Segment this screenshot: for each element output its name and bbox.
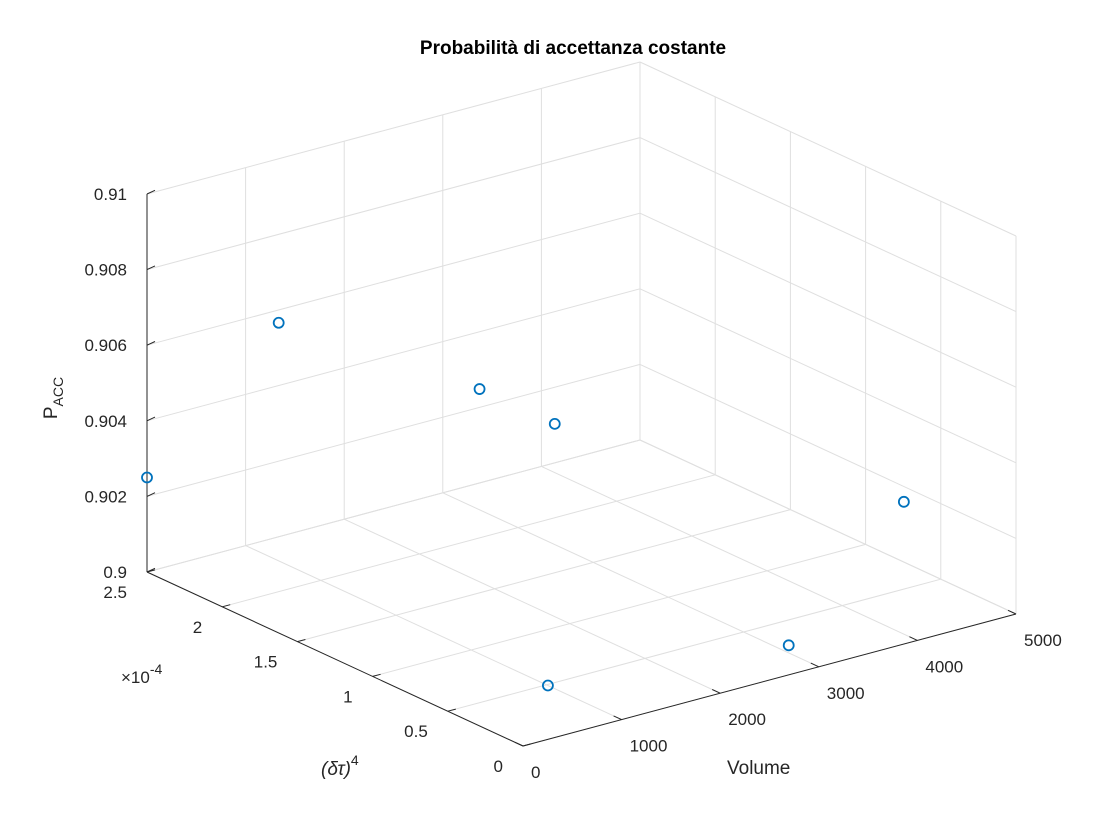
grid-lines bbox=[146, 61, 1017, 747]
floor-grid-line bbox=[297, 509, 791, 643]
side-wall-grid-line bbox=[639, 363, 1017, 539]
side-wall-grid-line bbox=[639, 61, 1017, 237]
scatter-point bbox=[548, 417, 561, 430]
floor-grid-line bbox=[372, 543, 866, 677]
y-tick-label: 1 bbox=[343, 687, 352, 706]
back-wall-grid-line bbox=[146, 61, 641, 195]
y-tick-label: 0 bbox=[494, 757, 503, 776]
z-axis-label-sub: ACC bbox=[50, 377, 66, 407]
x-tick-label: 1000 bbox=[630, 737, 668, 756]
y-multiplier-base: ×10 bbox=[121, 668, 150, 687]
y-tick-mark bbox=[372, 673, 381, 677]
floor-grid-line bbox=[447, 578, 941, 712]
x-tick-mark bbox=[810, 662, 820, 668]
y-tick-label: 1.5 bbox=[254, 653, 278, 672]
z-tick-mark bbox=[146, 492, 156, 497]
y-tick-label: 2.5 bbox=[103, 583, 127, 602]
side-wall-grid-line bbox=[639, 439, 1017, 615]
z-axis-label-main: P bbox=[41, 406, 62, 419]
z-tick-mark bbox=[146, 567, 156, 573]
z-tick-label: 0.904 bbox=[84, 412, 127, 431]
x-axis-label: Volume bbox=[727, 758, 790, 779]
axis-lines bbox=[146, 189, 1017, 747]
x-tick-label: 5000 bbox=[1024, 631, 1062, 650]
floor-grid-line bbox=[343, 518, 721, 694]
back-wall-grid-line bbox=[146, 439, 641, 573]
back-wall-grid-line bbox=[146, 363, 641, 497]
y-multiplier-exponent: -4 bbox=[150, 661, 163, 677]
back-wall-grid-line bbox=[146, 288, 641, 422]
x-tick-labels: 0 1000 2000 3000 4000 5000 bbox=[531, 631, 1062, 782]
x-tick-label: 2000 bbox=[728, 710, 766, 729]
z-tick-mark bbox=[146, 189, 156, 195]
floor-grid-line bbox=[245, 545, 622, 721]
scatter-point bbox=[272, 316, 285, 329]
scatter-point bbox=[897, 495, 910, 508]
x-tick-label: 3000 bbox=[827, 684, 865, 703]
back-wall-grid-line bbox=[146, 212, 641, 346]
z-tick-mark bbox=[146, 341, 156, 346]
y-axis-line bbox=[146, 571, 524, 747]
svg-text:PACC: PACC bbox=[41, 377, 66, 419]
x-tick-mark bbox=[514, 741, 524, 747]
z-axis-label: PACC bbox=[41, 377, 66, 419]
x-tick-mark bbox=[711, 689, 721, 694]
z-tick-mark bbox=[146, 265, 156, 271]
x-tick-label: 4000 bbox=[925, 657, 963, 676]
x-tick-mark bbox=[613, 715, 622, 721]
y-axis-label-exponent: 4 bbox=[351, 752, 359, 768]
scatter-point bbox=[542, 679, 554, 692]
x-axis-line bbox=[522, 613, 1017, 747]
z-tick-label: 0.902 bbox=[84, 487, 127, 506]
z-tick-label: 0.91 bbox=[94, 185, 127, 204]
scatter-point bbox=[782, 639, 795, 652]
y-tick-mark bbox=[522, 743, 532, 747]
y-axis-multiplier: ×10-4 bbox=[121, 661, 163, 687]
floor-grid-line bbox=[442, 492, 820, 668]
data-points bbox=[141, 316, 910, 692]
side-wall-grid-line bbox=[639, 137, 1017, 313]
back-wall-grid-line bbox=[146, 137, 641, 271]
floor-grid-line bbox=[541, 465, 918, 641]
z-tick-label: 0.908 bbox=[84, 261, 127, 280]
z-tick-mark bbox=[146, 416, 156, 422]
scatter-point bbox=[473, 383, 486, 395]
side-wall-grid-line bbox=[639, 212, 1017, 388]
y-axis-label: (δτ)4 bbox=[321, 752, 359, 780]
side-wall-grid-line bbox=[639, 288, 1017, 464]
y-tick-label: 2 bbox=[193, 618, 202, 637]
y-tick-mark bbox=[297, 639, 306, 643]
z-tick-label: 0.9 bbox=[103, 563, 127, 582]
x-tick-label: 0 bbox=[531, 763, 540, 782]
x-tick-mark bbox=[1007, 609, 1017, 615]
y-tick-mark bbox=[447, 708, 456, 712]
y-axis-label-main: (δτ) bbox=[321, 759, 351, 780]
z-tick-labels: 0.9 0.902 0.904 0.906 0.908 0.91 bbox=[84, 185, 127, 582]
floor-grid-line bbox=[222, 474, 716, 608]
y-tick-labels: 0 0.5 1 1.5 2 2.5 bbox=[103, 583, 503, 776]
chart-title: Probabilità di accettanza costante bbox=[420, 38, 726, 59]
y-tick-label: 0.5 bbox=[404, 722, 428, 741]
x-tick-mark bbox=[909, 636, 918, 641]
y-tick-mark bbox=[222, 604, 231, 608]
scatter-point bbox=[141, 471, 153, 484]
z-tick-label: 0.906 bbox=[84, 336, 127, 355]
